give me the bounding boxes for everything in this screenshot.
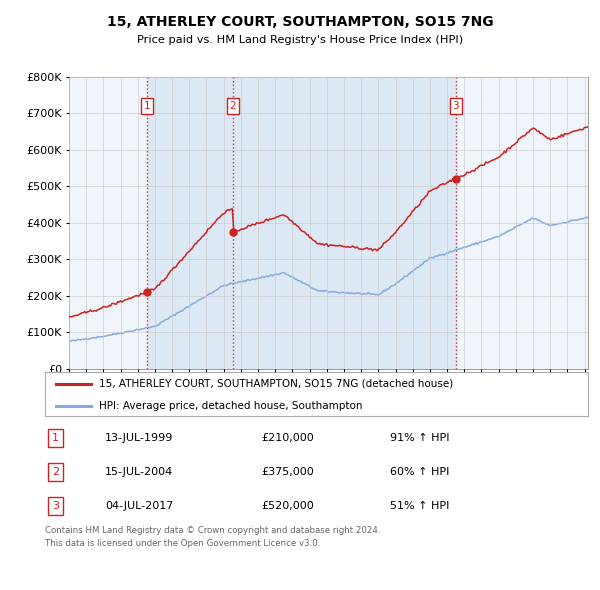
Text: £375,000: £375,000 — [261, 467, 314, 477]
Text: 15, ATHERLEY COURT, SOUTHAMPTON, SO15 7NG (detached house): 15, ATHERLEY COURT, SOUTHAMPTON, SO15 7N… — [100, 379, 454, 389]
Text: 1: 1 — [52, 432, 59, 442]
Bar — [233, 77, 456, 369]
Text: 1: 1 — [144, 101, 151, 111]
Text: £520,000: £520,000 — [261, 501, 314, 511]
Text: 2: 2 — [230, 101, 236, 111]
Text: Price paid vs. HM Land Registry's House Price Index (HPI): Price paid vs. HM Land Registry's House … — [137, 35, 463, 45]
Text: 15-JUL-2004: 15-JUL-2004 — [105, 467, 173, 477]
Text: 3: 3 — [452, 101, 459, 111]
Bar — [147, 77, 233, 369]
Text: 13-JUL-1999: 13-JUL-1999 — [105, 432, 173, 442]
Text: This data is licensed under the Open Government Licence v3.0.: This data is licensed under the Open Gov… — [45, 539, 320, 548]
Text: HPI: Average price, detached house, Southampton: HPI: Average price, detached house, Sout… — [100, 401, 363, 411]
Text: 51% ↑ HPI: 51% ↑ HPI — [390, 501, 449, 511]
Text: £210,000: £210,000 — [261, 432, 314, 442]
Text: 60% ↑ HPI: 60% ↑ HPI — [390, 467, 449, 477]
Text: 3: 3 — [52, 501, 59, 511]
Text: 15, ATHERLEY COURT, SOUTHAMPTON, SO15 7NG: 15, ATHERLEY COURT, SOUTHAMPTON, SO15 7N… — [107, 15, 493, 30]
Text: 2: 2 — [52, 467, 59, 477]
Text: 91% ↑ HPI: 91% ↑ HPI — [390, 432, 449, 442]
Text: 04-JUL-2017: 04-JUL-2017 — [105, 501, 173, 511]
Text: Contains HM Land Registry data © Crown copyright and database right 2024.: Contains HM Land Registry data © Crown c… — [45, 526, 380, 535]
